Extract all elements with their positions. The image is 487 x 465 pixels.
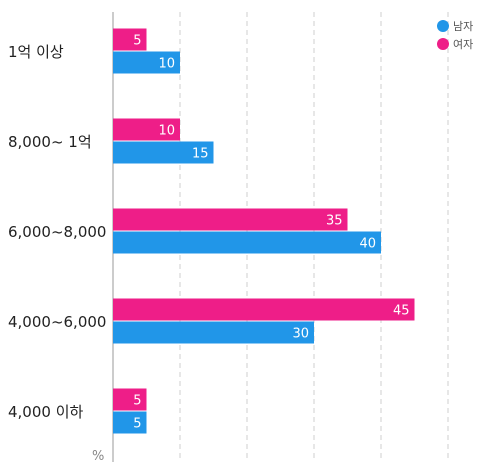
bar-male (113, 141, 214, 164)
legend-marker (437, 38, 449, 50)
bar-value-label: 5 (133, 417, 141, 432)
legend-marker (437, 20, 449, 32)
bar-female (113, 298, 415, 321)
bar-female (113, 388, 147, 411)
bar-value-label: 10 (158, 124, 175, 139)
bar-male (113, 321, 314, 344)
category-label: 4,000~6,000 (8, 313, 106, 331)
category-label: 1억 이상 (8, 43, 64, 61)
category-label: 4,000 이하 (8, 403, 84, 421)
legend-label: 남자 (453, 20, 473, 33)
category-labels: 1억 이상 8,000~ 1억 6,000~8,000 4,000~6,000 4,00… (8, 43, 106, 421)
category-label: 6,000~8,000 (8, 223, 106, 241)
bar-value-label: 30 (292, 327, 309, 342)
category-label: 8,000~ 1억 (8, 133, 92, 151)
bar-male (113, 411, 147, 434)
bar-female (113, 118, 180, 141)
bar-male (113, 231, 381, 254)
bar-value-label: 35 (326, 214, 343, 229)
bar-value-label: 40 (359, 237, 376, 252)
bar-value-label: 5 (133, 394, 141, 409)
bars: 5 10 10 15 35 40 45 30 5 5 (113, 28, 415, 434)
legend-label: 여자 (453, 38, 473, 51)
bar-male (113, 51, 180, 74)
bar-value-label: 5 (133, 34, 141, 49)
bar-female (113, 208, 348, 231)
bar-value-label: 10 (158, 57, 175, 72)
bar-female (113, 28, 147, 51)
bar-value-label: 15 (192, 147, 209, 162)
unit-label: % (92, 449, 104, 464)
bar-value-label: 45 (393, 304, 410, 319)
